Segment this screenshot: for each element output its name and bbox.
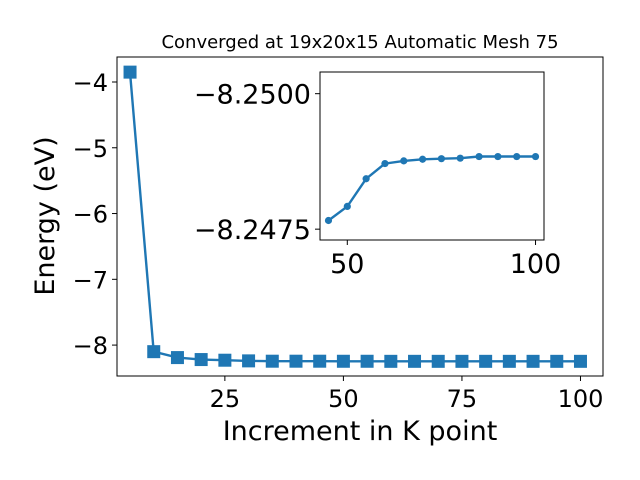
data-point-square	[218, 353, 232, 367]
data-point-square	[147, 345, 161, 359]
x-axis-title: Increment in K point	[223, 416, 498, 447]
inset-data-point	[381, 159, 389, 168]
data-point-square	[265, 354, 279, 368]
inset-data-point	[418, 155, 427, 163]
main-plot: 25 50 75 100 −8 −7 −6 −5 −4	[73, 56, 604, 413]
inset-x-tick-label: 50	[330, 249, 364, 280]
data-point-square	[455, 354, 469, 368]
inset-data-point	[456, 154, 464, 162]
inset-data-point	[494, 152, 502, 161]
data-point-square	[502, 354, 516, 368]
inset-data-point	[475, 152, 483, 161]
data-point-square	[384, 354, 398, 368]
inset-data-point	[362, 175, 370, 183]
data-point-square	[313, 354, 327, 368]
data-point-square	[408, 354, 422, 368]
data-point-square	[170, 351, 184, 365]
data-point-square	[289, 354, 303, 368]
inset-y-tick-label: −8.2500	[194, 80, 311, 111]
chart-title: Converged at 19x20x15 Automatic Mesh 75	[161, 32, 558, 53]
data-point-square	[336, 354, 350, 368]
data-point-square	[550, 354, 564, 368]
y-tick-label: −4	[73, 69, 108, 97]
x-tick-label: 25	[210, 385, 241, 413]
data-point-square	[123, 65, 137, 79]
data-point-square	[242, 354, 256, 368]
y-tick-label: −6	[73, 201, 108, 229]
inset-x-tick-label: 100	[510, 249, 562, 280]
inset-y-tick-label: −8.2475	[194, 215, 311, 246]
y-tick-label: −5	[73, 135, 108, 163]
inset-data-point	[343, 202, 351, 210]
data-point-square	[194, 353, 208, 367]
data-point-square	[479, 354, 493, 368]
data-point-square	[360, 354, 374, 368]
data-point-square	[573, 354, 587, 368]
main-plot-frame	[116, 56, 604, 377]
y-tick-label: −8	[73, 332, 108, 360]
y-axis-title: Energy (eV)	[30, 136, 61, 295]
inset-data-point	[531, 152, 540, 161]
x-tick-label: 50	[328, 385, 359, 413]
inset-data-point	[400, 157, 408, 165]
inset-data-point	[513, 152, 521, 161]
data-point-square	[526, 354, 540, 368]
x-tick-label: 100	[558, 385, 604, 413]
data-point-square	[431, 354, 445, 368]
inset-data-point	[324, 216, 333, 225]
inset-data-point	[437, 155, 446, 163]
x-tick-label: 75	[447, 385, 478, 413]
inset-plot: 50 100 −8.2500 −8.2475	[194, 71, 562, 280]
y-tick-label: −7	[73, 266, 108, 294]
